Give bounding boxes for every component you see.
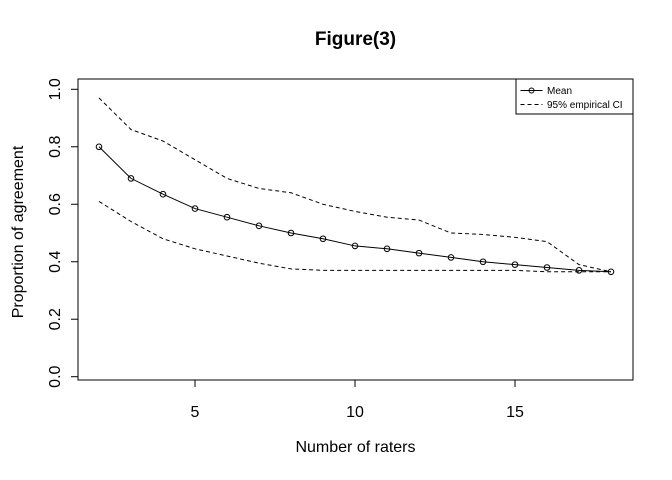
plot-border <box>77 78 634 381</box>
x-tick-label: 5 <box>191 404 200 421</box>
mean-point-marker <box>383 245 391 253</box>
legend: Mean 95% empirical CI <box>515 78 634 115</box>
mean-point-marker <box>543 264 551 271</box>
y-tick-label: 0.8 <box>47 136 64 158</box>
x-axis-label: Number of raters <box>295 439 415 456</box>
mean-point-marker <box>319 235 327 243</box>
y-tick-label: 0.6 <box>47 193 64 215</box>
legend-label-ci: 95% empirical CI <box>547 100 623 111</box>
y-tick-label: 0.2 <box>47 308 64 330</box>
y-tick-label: 0.4 <box>47 251 64 273</box>
x-tick-label: 15 <box>506 404 524 421</box>
mean-point-marker <box>415 249 423 257</box>
mean-point-marker <box>95 143 103 151</box>
mean-point-marker <box>511 261 519 268</box>
legend-entry-mean: Mean <box>520 86 572 97</box>
mean-point-marker <box>127 175 135 182</box>
mean-point-marker <box>159 190 167 198</box>
mean-point-marker <box>191 205 199 212</box>
x-axis-ticks: 5 10 15 <box>191 380 524 421</box>
mean-point-marker <box>223 213 231 221</box>
mean-point-marker <box>287 229 295 237</box>
mean-line <box>98 146 612 273</box>
chart-title: Figure(3) <box>315 29 396 50</box>
mean-point-marker <box>351 242 359 250</box>
y-tick-label: 0.0 <box>47 365 64 387</box>
mean-point-marker <box>575 267 583 274</box>
y-axis-label: Proportion of agreement <box>10 145 27 318</box>
x-tick-label: 10 <box>346 404 364 421</box>
legend-entry-ci: 95% empirical CI <box>520 100 623 111</box>
chart-series <box>95 97 615 276</box>
legend-box <box>515 78 634 115</box>
y-axis-ticks: 0.0 0.2 0.4 0.6 0.8 1.0 <box>47 78 78 388</box>
mean-point-marker <box>447 254 455 261</box>
legend-mean-marker-icon <box>528 87 535 94</box>
legend-label-mean: Mean <box>547 86 572 97</box>
y-tick-label: 1.0 <box>47 78 64 100</box>
mean-point-marker <box>607 268 615 276</box>
lower-ci-line <box>98 200 611 273</box>
mean-point-marker <box>479 258 487 266</box>
mean-point-marker <box>255 222 263 230</box>
